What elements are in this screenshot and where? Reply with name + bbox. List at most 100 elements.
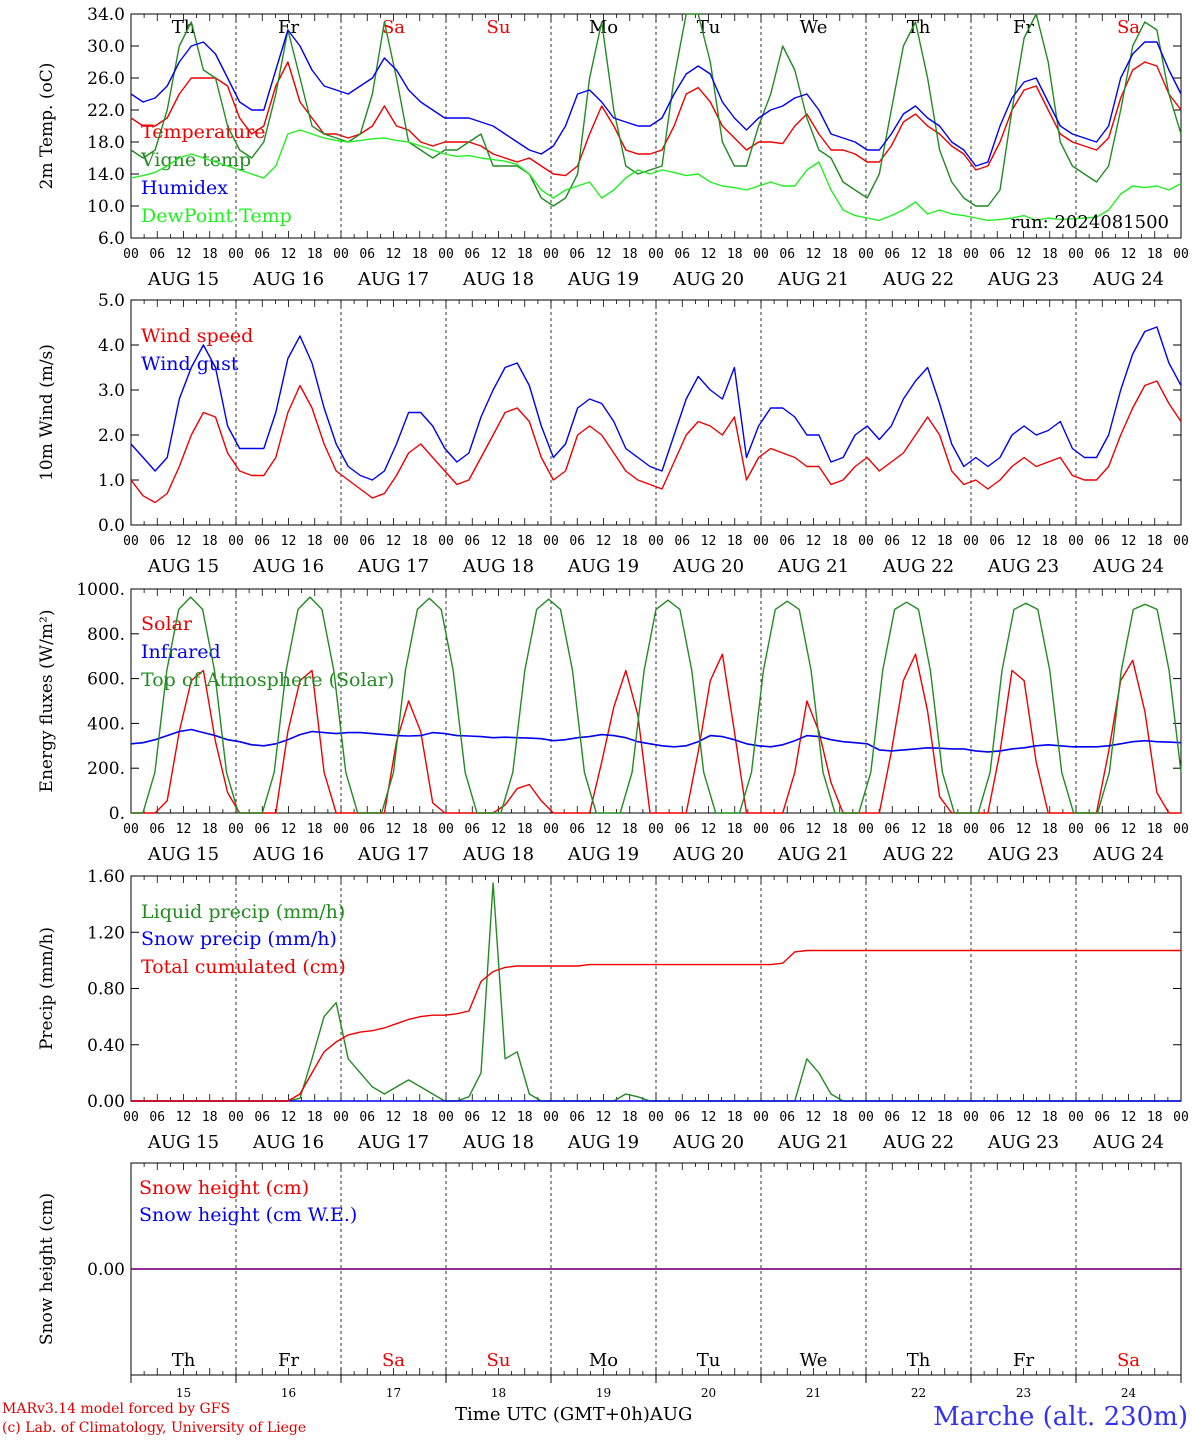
legend-entry: Wind gust	[141, 353, 239, 375]
hour-tick-label: 12	[596, 822, 612, 837]
hour-tick-label: 06	[569, 247, 585, 262]
hour-tick-label: 00	[1173, 822, 1189, 837]
day-number-label: 19	[596, 1386, 611, 1400]
hour-tick-label: 18	[727, 822, 743, 837]
weekday-label: Th	[907, 17, 931, 38]
series-line-red	[130, 380, 1182, 504]
date-label: AUG 15	[147, 1132, 219, 1153]
date-label: AUG 18	[462, 269, 534, 290]
hour-tick-label: 00	[228, 1110, 244, 1125]
date-label: AUG 24	[1092, 556, 1164, 577]
y-tick-label: 1.20	[87, 923, 125, 943]
date-label: AUG 21	[777, 556, 849, 577]
date-label: AUG 22	[882, 269, 954, 290]
hour-tick-label: 18	[622, 822, 638, 837]
hour-tick-label: 00	[228, 822, 244, 837]
hour-tick-label: 06	[254, 822, 270, 837]
date-label: AUG 16	[252, 844, 324, 865]
hour-tick-label: 00	[963, 534, 979, 549]
y-tick-label: 600.	[87, 670, 125, 690]
date-label: AUG 20	[672, 1132, 744, 1153]
hour-tick-label: 00	[1068, 534, 1084, 549]
date-label: AUG 22	[882, 556, 954, 577]
hour-tick-label: 06	[1094, 1110, 1110, 1125]
hour-tick-label: 00	[123, 247, 139, 262]
hour-tick-label: 00	[438, 1110, 454, 1125]
date-label: AUG 18	[462, 556, 534, 577]
date-label: AUG 23	[987, 1132, 1059, 1153]
y-tick-label: 0.00	[87, 1092, 125, 1112]
station-name: Marche (alt. 230m)	[933, 1402, 1188, 1432]
hour-tick-label: 12	[701, 822, 717, 837]
legend-entry: Total cumulated (cm)	[141, 956, 346, 978]
hour-tick-label: 00	[543, 247, 559, 262]
y-tick-label: 1000.	[76, 580, 125, 600]
day-number-label: 18	[491, 1386, 506, 1400]
y-tick-label: 10.0	[87, 197, 125, 217]
hour-tick-label: 06	[254, 534, 270, 549]
hour-tick-label: 18	[727, 1110, 743, 1125]
date-label: AUG 20	[672, 556, 744, 577]
hour-tick-label: 00	[333, 822, 349, 837]
hour-tick-label: 00	[648, 247, 664, 262]
y-tick-label: 3.0	[98, 381, 125, 401]
hour-tick-label: 18	[937, 534, 953, 549]
y-axis-label: 2m Temp. (oC)	[37, 63, 57, 190]
hour-tick-label: 00	[228, 534, 244, 549]
hour-tick-label: 06	[569, 1110, 585, 1125]
hour-tick-label: 06	[989, 247, 1005, 262]
hour-tick-label: 12	[281, 1110, 297, 1125]
date-label: AUG 22	[882, 1132, 954, 1153]
weekday-label: We	[800, 17, 828, 38]
date-label: AUG 23	[987, 844, 1059, 865]
hour-tick-label: 00	[543, 822, 559, 837]
hour-tick-label: 12	[596, 247, 612, 262]
date-label: AUG 17	[357, 1132, 429, 1153]
weekday-label: Su	[487, 1350, 511, 1371]
hour-tick-label: 18	[1147, 1110, 1163, 1125]
hour-tick-label: 12	[176, 247, 192, 262]
hour-tick-label: 00	[753, 247, 769, 262]
hour-tick-label: 18	[412, 534, 428, 549]
hour-tick-label: 06	[464, 1110, 480, 1125]
legend-entry: Infrared	[141, 641, 221, 663]
hour-tick-label: 06	[1094, 822, 1110, 837]
date-label: AUG 24	[1092, 844, 1164, 865]
hour-tick-label: 06	[464, 822, 480, 837]
hour-tick-label: 18	[1147, 247, 1163, 262]
hour-tick-label: 12	[1016, 1110, 1032, 1125]
date-label: AUG 16	[252, 556, 324, 577]
weekday-label: Sa	[1117, 17, 1140, 38]
hour-tick-label: 06	[569, 534, 585, 549]
hour-tick-label: 12	[176, 534, 192, 549]
hour-tick-label: 12	[491, 247, 507, 262]
hour-tick-label: 18	[832, 247, 848, 262]
legend-entry: DewPoint Temp	[141, 205, 292, 227]
date-label: AUG 16	[252, 1132, 324, 1153]
hour-tick-label: 00	[1173, 1110, 1189, 1125]
hour-tick-label: 12	[491, 822, 507, 837]
hour-tick-label: 06	[359, 822, 375, 837]
legend-entry: Temperature	[141, 121, 265, 143]
hour-tick-label: 06	[884, 247, 900, 262]
y-tick-label: 400.	[87, 714, 125, 734]
hour-tick-label: 06	[149, 822, 165, 837]
hour-tick-label: 06	[779, 1110, 795, 1125]
legend-entry: Snow height (cm)	[139, 1177, 309, 1199]
date-label: AUG 18	[462, 1132, 534, 1153]
hour-tick-label: 06	[149, 247, 165, 262]
hour-tick-label: 12	[596, 534, 612, 549]
hour-tick-label: 12	[1121, 247, 1137, 262]
y-axis-label: Energy fluxes (W/m²)	[37, 610, 57, 793]
y-tick-label: 26.0	[87, 69, 125, 89]
hour-tick-label: 06	[884, 822, 900, 837]
hour-tick-label: 12	[1016, 534, 1032, 549]
hour-tick-label: 06	[569, 822, 585, 837]
hour-tick-label: 00	[438, 247, 454, 262]
hour-tick-label: 12	[386, 822, 402, 837]
hour-tick-label: 06	[464, 247, 480, 262]
hour-tick-label: 06	[989, 534, 1005, 549]
hour-tick-label: 12	[1016, 822, 1032, 837]
lab-credit: (c) Lab. of Climatology, University of L…	[2, 1420, 307, 1436]
legend-entry: Snow precip (mm/h)	[141, 928, 337, 950]
